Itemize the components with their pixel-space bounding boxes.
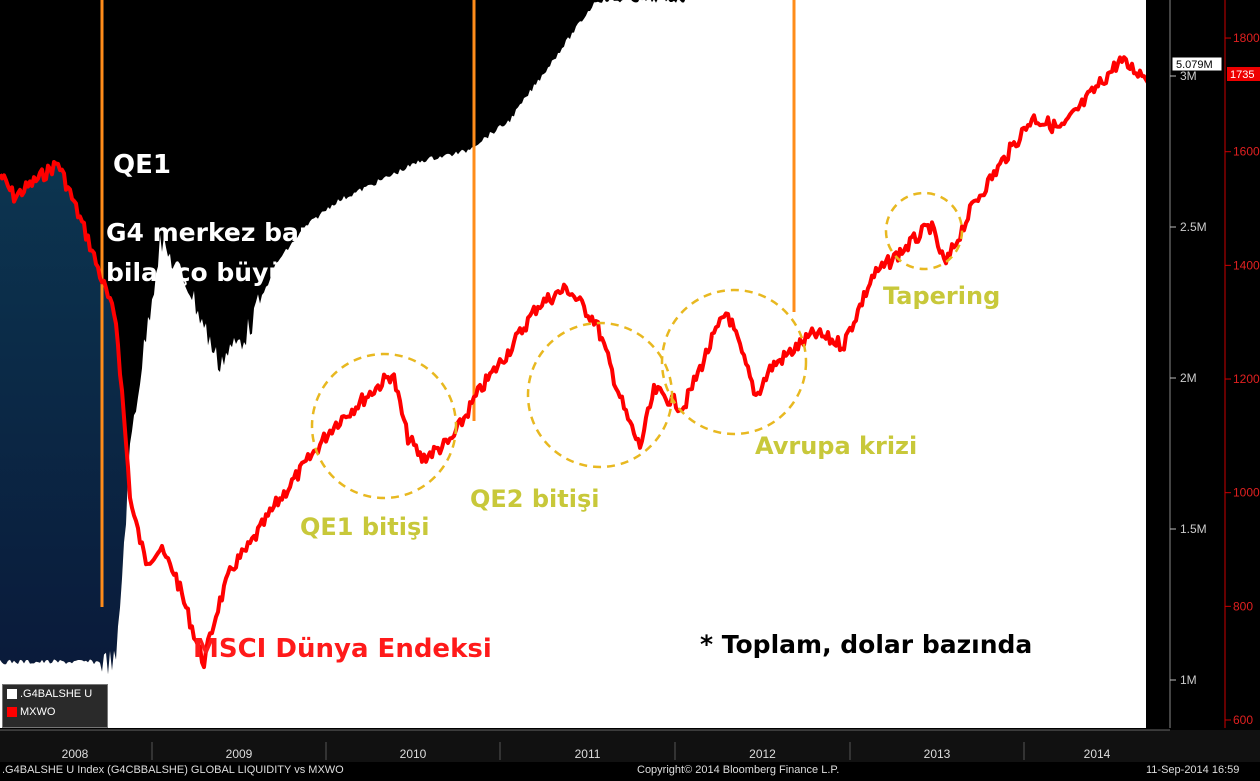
legend-swatch-g4 <box>7 689 17 699</box>
axes: 1M1.5M2M2.5M3M3.5M4M4.5M5M60080010001200… <box>0 0 1260 762</box>
left-tick-label: 1.5M <box>1180 522 1207 536</box>
circle-qe1-end <box>310 352 458 500</box>
tapering-label: Tapering <box>883 282 1001 310</box>
qe3-label: QE3 <box>804 155 862 185</box>
mxwo-line <box>0 55 1164 670</box>
plot-area <box>0 0 1164 728</box>
footer-index-desc: .G4BALSHE U Index (G4CBBALSHE) GLOBAL LI… <box>2 764 344 776</box>
legend: .G4BALSHE U MXWO <box>2 684 108 728</box>
x-tick-label: 2013 <box>924 747 951 761</box>
right-tick-label: 1200 <box>1233 372 1260 386</box>
right-tick-label: 600 <box>1233 713 1253 727</box>
legend-label-g4: .G4BALSHE U <box>20 688 93 700</box>
last-value-left-flag <box>1171 56 1223 72</box>
right-tick-label: 800 <box>1233 599 1253 613</box>
right-tick-label: 1600 <box>1233 145 1260 159</box>
qe2-end-label: QE2 bitişi <box>470 485 600 513</box>
left-tick-label: 2M <box>1180 371 1197 385</box>
x-tick-label: 2011 <box>575 747 601 761</box>
legend-swatch-mxwo <box>7 707 17 717</box>
right-tick-label: 1000 <box>1233 486 1260 500</box>
g4-balance-label: G4 merkez bankalarının bilanço büyüklükl… <box>106 218 441 287</box>
x-tick-label: 2008 <box>62 747 89 761</box>
liquidity-area <box>0 0 1164 728</box>
x-tick-label: 2010 <box>400 747 427 761</box>
europe-crisis-label: Avrupa krizi <box>755 432 918 460</box>
x-tick-label: 2009 <box>226 747 253 761</box>
right-tick-label: 1400 <box>1233 258 1260 272</box>
right-tick-label: 1800 <box>1233 31 1260 45</box>
last-value-right: 1735 <box>1230 69 1254 81</box>
x-tick-label: 2014 <box>1084 747 1111 761</box>
footer-copyright: Copyright© 2014 Bloomberg Finance L.P. <box>637 764 840 776</box>
qe2-label: QE2 <box>484 148 542 178</box>
last-value-left: 5.079M <box>1176 59 1213 71</box>
footnote: * Toplam, dolar bazında <box>700 630 1033 659</box>
legend-item-g4: .G4BALSHE U <box>3 685 107 703</box>
circle-europe-crisis <box>660 288 808 436</box>
axis-panel <box>1146 0 1260 742</box>
qe1-end-label: QE1 bitişi <box>300 513 430 541</box>
x-tick-label: 2012 <box>749 747 776 761</box>
circle-tapering <box>884 191 964 271</box>
left-tick-label: 3M <box>1180 69 1197 83</box>
footer-timestamp: 11-Sep-2014 16:59 <box>1146 764 1240 776</box>
last-value-right-flag <box>1227 67 1260 81</box>
qe1-label: QE1 <box>113 150 171 180</box>
circle-qe2-end <box>526 321 674 469</box>
x-axis-band <box>0 730 1260 762</box>
index-premium-area <box>0 0 686 675</box>
msci-label: MSCI Dünya Endeksi <box>193 634 492 664</box>
left-tick-label: 1M <box>1180 673 1197 687</box>
left-tick-label: 2.5M <box>1180 220 1207 234</box>
legend-label-mxwo: MXWO <box>20 706 56 718</box>
legend-item-mxwo: MXWO <box>3 703 107 721</box>
